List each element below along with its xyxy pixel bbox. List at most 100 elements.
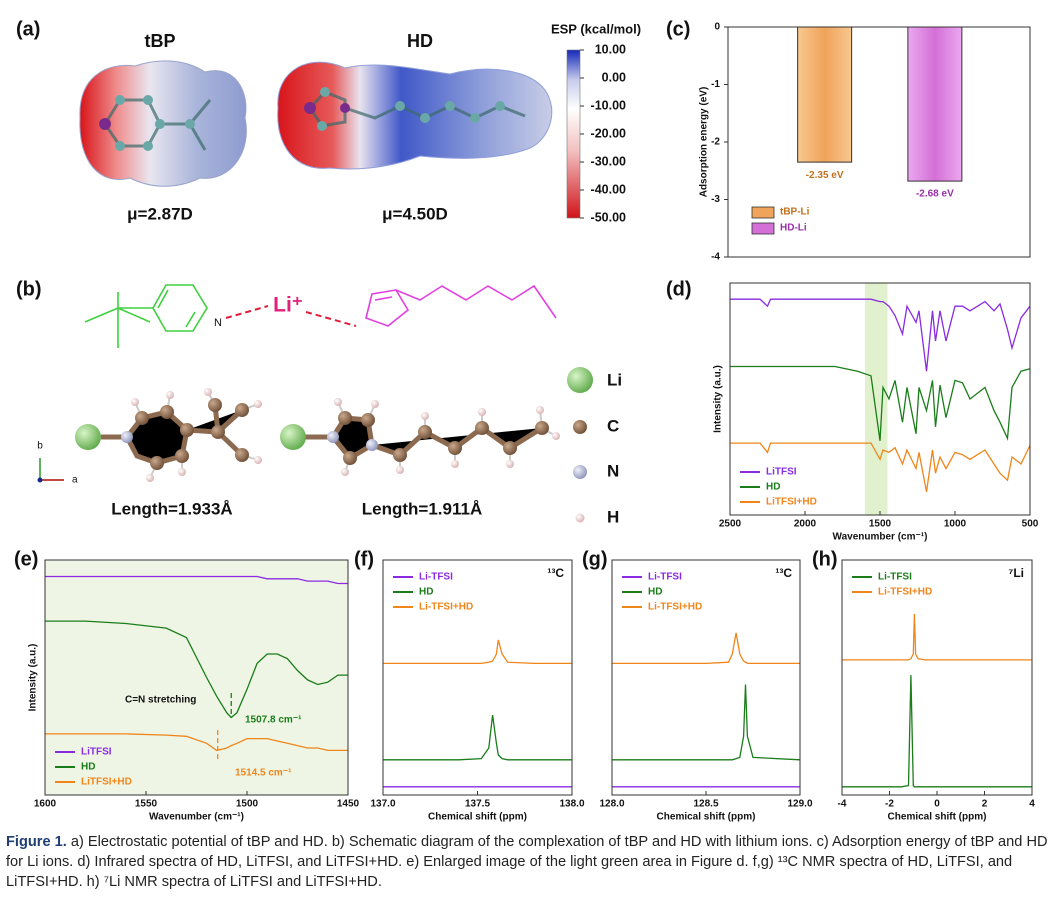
legend-label: LiTFSI [81, 747, 112, 758]
x-tick-label: 138.0 [559, 799, 584, 810]
series-line [612, 632, 800, 665]
series-line [730, 298, 1031, 372]
x-tick-label: 2500 [719, 519, 742, 530]
caption-text: a) Electrostatic potential of tBP and HD… [6, 834, 1048, 890]
legend-swatch [751, 222, 775, 235]
legend-label: LiTFSI+HD [766, 497, 817, 508]
figure: (a) tBP HD μ=2.87D μ=4.50D ESP (kcal/mol… [14, 18, 1039, 823]
x-tick-label: -4 [838, 799, 847, 810]
x-axis-label: Chemical shift (ppm) [657, 812, 756, 823]
x-tick-label: 0 [934, 799, 940, 810]
x-tick-label: 128.0 [599, 799, 624, 810]
x-tick-label: 1500 [869, 519, 892, 530]
annotation: 1514.5 cm⁻¹ [235, 768, 292, 779]
tbp-skeleton [84, 284, 208, 348]
x-tick-label: 128.5 [693, 799, 718, 810]
x-axis-label: Wavenumber (cm⁻¹) [833, 532, 928, 543]
colorbar-tick-label: 10.00 [595, 42, 626, 56]
figure-caption: Figure 1. a) Electrostatic potential of … [6, 832, 1052, 892]
panel-label: (g) [582, 548, 608, 570]
nucleus-label: ⁷Li [1008, 566, 1024, 580]
atom-n: N [214, 317, 222, 329]
series-line [45, 733, 348, 752]
legend-swatch [751, 206, 775, 219]
panel-label: (h) [812, 548, 838, 570]
atom-label: C [607, 416, 619, 435]
x-tick-label: 1450 [337, 799, 360, 810]
series-line [383, 715, 572, 761]
y-tick-label: -3 [711, 194, 720, 205]
series-line [612, 684, 801, 761]
legend-label: Li-TFSI [419, 572, 453, 583]
bar [797, 26, 853, 163]
x-tick-label: 4 [1029, 799, 1035, 810]
series-line [730, 442, 1031, 492]
colorbar-tick-label: -20.00 [591, 126, 626, 140]
plot-frame [841, 559, 1033, 796]
legend-label: HD [648, 587, 662, 598]
legend-label: Li-TFSI [648, 572, 682, 583]
x-axis-label: Wavenumber (cm⁻¹) [149, 812, 244, 823]
nucleus-label: ¹³C [547, 566, 564, 580]
panel-label: (f) [354, 548, 374, 570]
y-tick-label: -4 [711, 252, 720, 263]
y-axis-label: Adsorption energy (eV) [699, 87, 710, 198]
x-axis-label: Chemical shift (ppm) [428, 812, 527, 823]
ball-and-stick [75, 388, 560, 482]
colorbar-tick-label: -40.00 [591, 182, 626, 196]
nucleus-label: ¹³C [775, 566, 792, 580]
y-tick-label: 0 [714, 22, 720, 33]
value-label: -2.35 eV [806, 170, 844, 181]
legend-label: HD [766, 482, 780, 493]
molecule-name: HD [407, 31, 433, 51]
colorbar-tick-label: -50.00 [591, 210, 626, 224]
axis-letter: a [72, 475, 78, 486]
panel-label: (d) [666, 278, 692, 300]
legend-label: HD [81, 762, 95, 773]
panel-label: (e) [14, 548, 38, 570]
colorbar-title: ESP (kcal/mol) [551, 21, 641, 36]
colorbar-tick-label: 0.00 [602, 70, 626, 84]
lithium-ion: Li⁺ [273, 294, 303, 317]
legend-label: Li-TFSI+HD [878, 587, 932, 598]
series-line [842, 675, 1032, 788]
caption-label: Figure 1. [6, 834, 67, 850]
panel-label: (c) [666, 18, 690, 40]
legend-label: HD-Li [780, 223, 807, 234]
panel-label: (a) [16, 18, 40, 40]
x-tick-label: 137.5 [465, 799, 490, 810]
y-tick-label: -1 [711, 79, 720, 90]
annotation: 1507.8 cm⁻¹ [245, 715, 302, 726]
atom-label: N [607, 461, 619, 480]
x-tick-label: 137.0 [370, 799, 395, 810]
dipole-label: μ=2.87D [127, 204, 193, 223]
y-axis-label: Intensity (a.u.) [713, 365, 724, 433]
panel-label: (b) [16, 278, 42, 300]
bar [907, 26, 963, 182]
atom-legend [567, 367, 593, 523]
x-tick-label: 129.0 [787, 799, 812, 810]
x-tick-label: 500 [1022, 519, 1039, 530]
x-axis-label: Chemical shift (ppm) [888, 812, 987, 823]
plot-background [45, 560, 348, 795]
annotation: C=N stretching [125, 695, 196, 706]
legend-label: Li-TFSI+HD [419, 602, 473, 613]
x-tick-label: 2 [982, 799, 988, 810]
x-tick-label: 1600 [34, 799, 57, 810]
x-tick-label: 1550 [135, 799, 158, 810]
x-tick-label: -2 [885, 799, 894, 810]
atom-label: Li [607, 370, 622, 389]
legend-label: LiTFSI [766, 467, 797, 478]
length-label: Length=1.933Å [111, 499, 232, 518]
colorbar [566, 49, 581, 219]
y-tick-label: -2 [711, 137, 720, 148]
plot-frame [727, 26, 1031, 258]
x-tick-label: 1500 [236, 799, 259, 810]
legend-label: Li-TFSI [878, 572, 912, 583]
series-line [383, 639, 572, 665]
colorbar-tick-label: -10.00 [591, 98, 626, 112]
x-tick-label: 2000 [794, 519, 817, 530]
legend-label: Li-TFSI+HD [648, 602, 702, 613]
x-tick-label: 1000 [944, 519, 967, 530]
